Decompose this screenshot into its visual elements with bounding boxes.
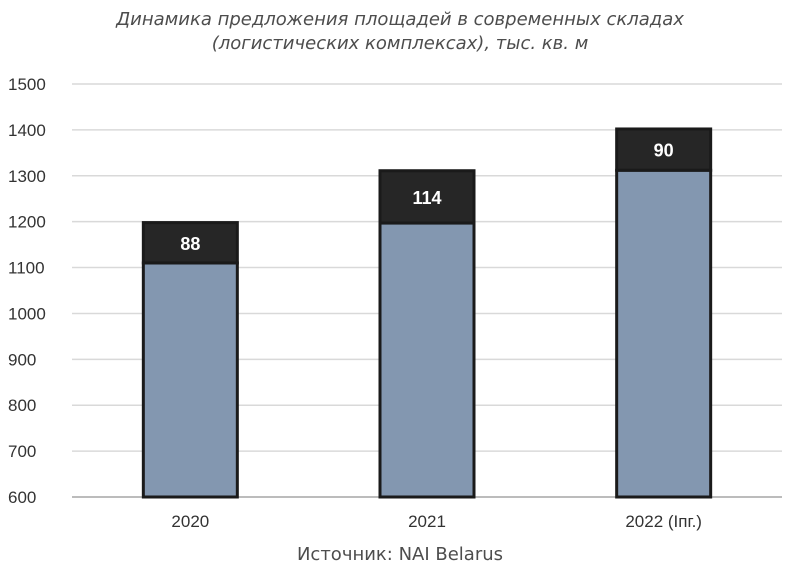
- chart-title-line-1: Динамика предложения площадей в современ…: [116, 9, 684, 30]
- y-tick-label: 1500: [8, 75, 46, 94]
- y-tick-label: 900: [8, 350, 36, 369]
- data-label: 114: [412, 188, 441, 208]
- x-tick-label: 2021: [408, 512, 446, 531]
- bar-chart: 600 700 800 900 1000 1100 1200 1300 1400 1500 88 1…: [8, 75, 782, 531]
- y-tick-label: 600: [8, 488, 36, 507]
- chart-title-line-2: (логистических комплексах), тыс. кв. м: [211, 33, 589, 54]
- y-tick-label: 1000: [8, 304, 46, 323]
- chart-title: Динамика предложения площадей в современ…: [0, 8, 800, 56]
- bar-increment-segment: [141, 221, 239, 265]
- data-label: 88: [180, 234, 200, 254]
- data-label: 90: [654, 141, 674, 161]
- bar-base-segment: [615, 168, 713, 499]
- x-axis-ticks: 2020 2021 2022 (Iпг.): [171, 512, 702, 531]
- bar-base-segment: [141, 261, 239, 499]
- x-tick-label: 2022 (Iпг.): [625, 512, 702, 531]
- y-axis-ticks: 600 700 800 900 1000 1100 1200 1300 1400 1500: [8, 75, 46, 507]
- bar-increment-segment: [615, 127, 713, 172]
- y-tick-label: 1100: [8, 259, 45, 278]
- y-tick-label: 1200: [8, 213, 46, 232]
- bar-base-segment: [378, 221, 476, 499]
- y-tick-label: 800: [8, 396, 36, 415]
- bars: 88 114 90: [141, 127, 713, 499]
- y-tick-label: 1400: [8, 121, 46, 140]
- bar-increment-segment: [378, 169, 476, 225]
- y-tick-label: 1300: [8, 167, 46, 186]
- source-note: Источник: NAI Belarus: [296, 544, 504, 565]
- x-tick-label: 2020: [171, 512, 209, 531]
- y-tick-label: 700: [8, 442, 36, 461]
